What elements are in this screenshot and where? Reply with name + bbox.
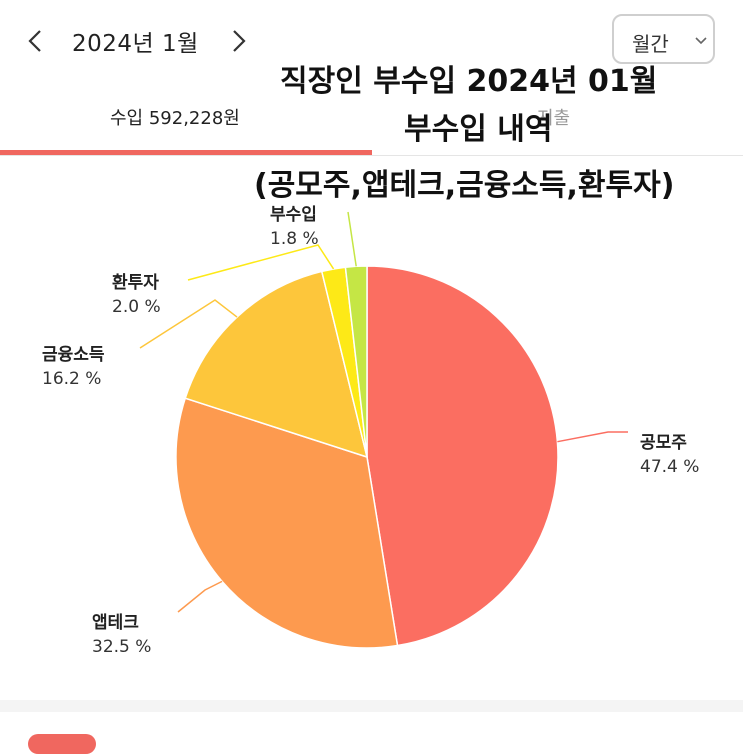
slice-label-1: 공모주 [640,433,687,453]
slice-label-4: 환투자 [112,273,159,293]
slice-label-2: 앱테크 [92,612,139,633]
period-select[interactable]: 월간 [612,14,715,64]
slice-percent-3: 16.2 % [42,369,101,389]
pie-slice-5[interactable] [344,265,368,458]
month-label: 2024년 1월 [72,31,199,57]
chevron-right-icon [233,30,246,52]
section-separator [0,700,743,712]
income-expense-tabs: 수입 592,228원 지출 [0,90,743,156]
prev-month-button[interactable] [22,24,52,58]
slice-label-3: 금융소득 [42,345,105,365]
chevron-down-icon [695,37,707,45]
slice-percent-1: 47.4 % [640,457,699,477]
leader-line-3 [139,299,238,349]
title-line-1: 직장인 부수입 2024년 01월 [280,64,658,99]
period-select-value: 월간 [632,32,669,56]
slice-percent-5: 1.8 % [270,229,319,249]
leader-line-5 [347,211,357,267]
leader-line-4 [187,244,335,281]
title-line-2: 부수입 내역 [404,112,553,147]
slice-label-5: 부수입 [270,205,317,225]
pie-slice-3[interactable] [184,270,369,459]
tab-income[interactable]: 수입 592,228원 [0,90,372,156]
title-line-3: (공모주,앱테크,금융소득,환투자) [254,168,675,203]
leader-line-2 [177,580,223,613]
leader-line-1 [557,431,628,443]
slice-percent-2: 32.5 % [92,637,151,657]
category-chip[interactable] [28,734,96,754]
next-month-button[interactable] [224,24,254,58]
pie-slice-1[interactable] [366,265,559,647]
tab-expense-label: 지출 [537,108,571,129]
tab-income-label: 수입 592,228원 [110,108,240,129]
active-tab-indicator [0,150,372,156]
slice-percent-4: 2.0 % [112,297,161,317]
month-navigation-bar: 2024년 1월 월간 [0,0,743,80]
tab-expense[interactable]: 지출 [372,90,743,156]
tab-divider [0,155,743,156]
chevron-left-icon [28,30,41,52]
